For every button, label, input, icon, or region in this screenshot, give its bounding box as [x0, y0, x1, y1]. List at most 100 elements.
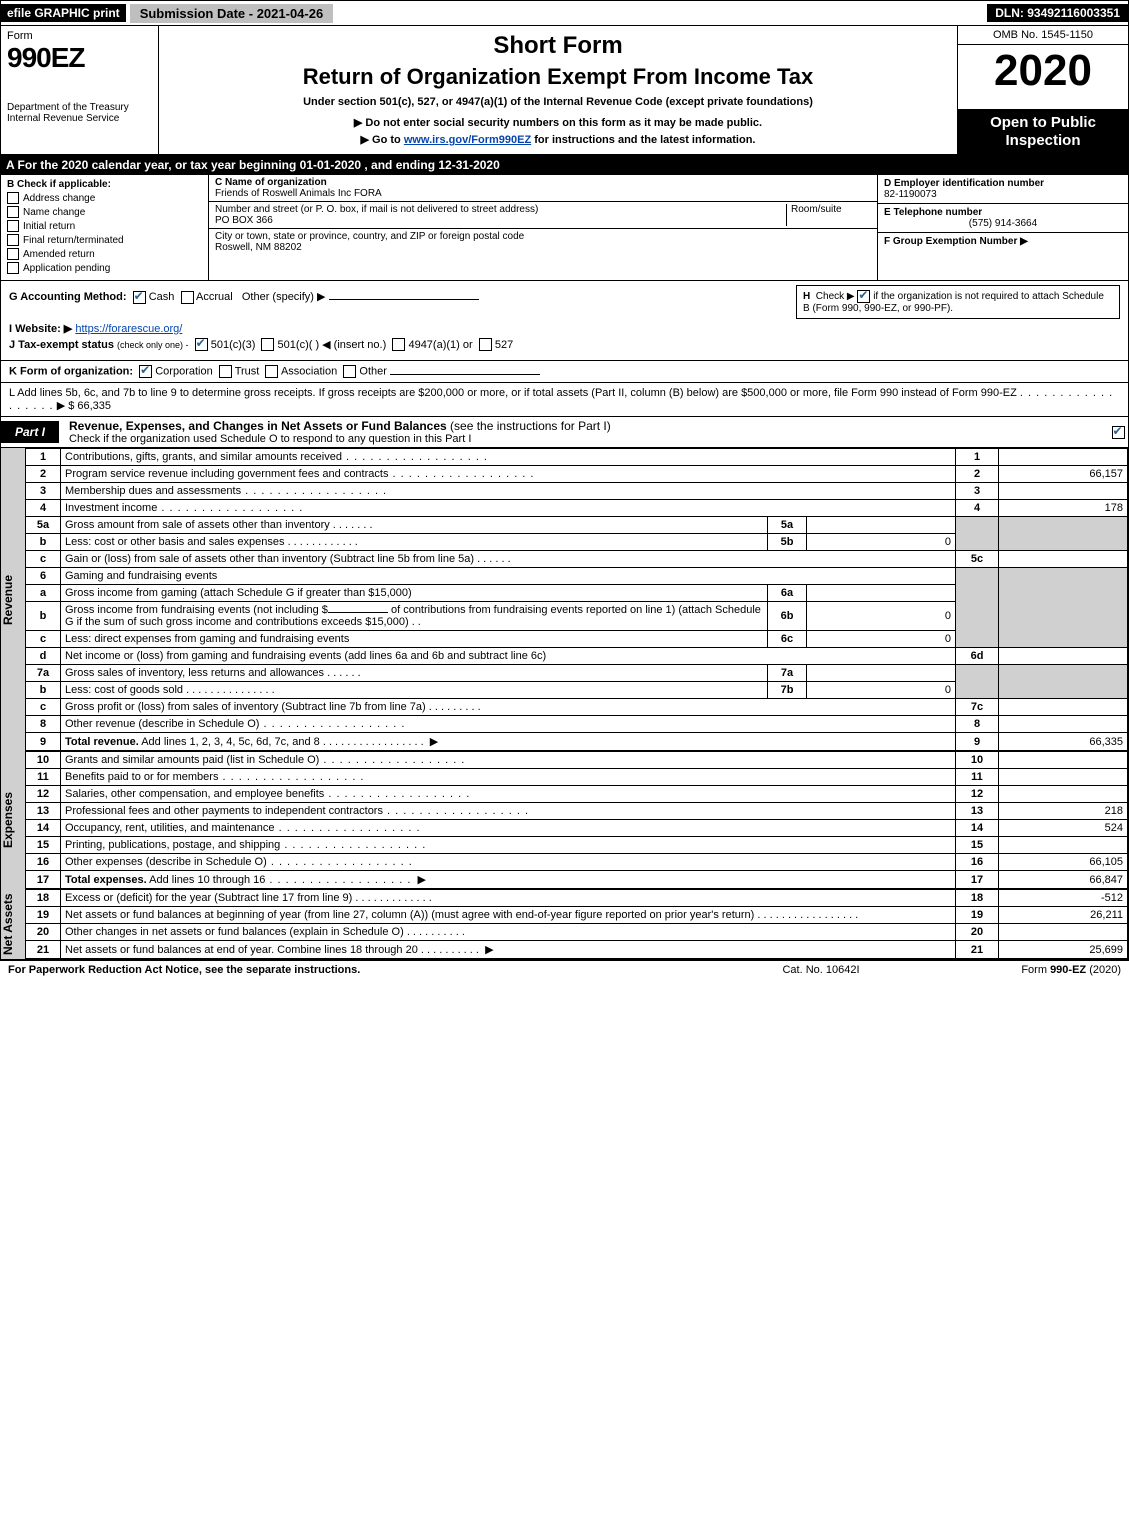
checkbox-application-pending[interactable] [7, 262, 19, 274]
revenue-section: Revenue 1 Contributions, gifts, grants, … [0, 448, 1129, 751]
r1-val [999, 449, 1128, 466]
k-assoc: Association [281, 366, 337, 378]
r5c-val [999, 551, 1128, 568]
r6c-inner: 6c [768, 631, 807, 648]
r6b-innerval: 0 [807, 602, 956, 631]
row-3: 3 Membership dues and assessments 3 [26, 483, 1128, 500]
r8-val [999, 716, 1128, 733]
r16-box: 16 [956, 854, 999, 871]
r4-val: 178 [999, 500, 1128, 517]
checkbox-final-return[interactable] [7, 234, 19, 246]
r18-num: 18 [26, 890, 61, 907]
page-footer: For Paperwork Reduction Act Notice, see … [0, 960, 1129, 979]
r13-num: 13 [26, 803, 61, 820]
r5c-desc: Gain or (loss) from sale of assets other… [65, 553, 474, 565]
entity-right: D Employer identification number 82-1190… [877, 175, 1128, 280]
row-4: 4 Investment income 4 178 [26, 500, 1128, 517]
k-other-checkbox[interactable] [343, 365, 356, 378]
r15-val [999, 837, 1128, 854]
row-9: 9 Total revenue. Add lines 1, 2, 3, 4, 5… [26, 733, 1128, 751]
r19-num: 19 [26, 907, 61, 924]
checkbox-name-change[interactable] [7, 206, 19, 218]
f-group-label: F Group Exemption Number ▶ [884, 236, 1122, 247]
r3-box: 3 [956, 483, 999, 500]
r13-desc: Professional fees and other payments to … [65, 805, 383, 817]
open-to-public: Open to Public Inspection [958, 110, 1128, 154]
irs-label: Internal Revenue Service [7, 113, 152, 124]
r5a-desc: Gross amount from sale of assets other t… [65, 519, 330, 531]
checkbox-initial-return[interactable] [7, 220, 19, 232]
k-assoc-checkbox[interactable] [265, 365, 278, 378]
h-checkbox[interactable] [857, 290, 870, 303]
r16-num: 16 [26, 854, 61, 871]
r14-val: 524 [999, 820, 1128, 837]
goto-link[interactable]: www.irs.gov/Form990EZ [404, 134, 531, 146]
l-text: L Add lines 5b, 6c, and 7b to line 9 to … [9, 387, 1017, 399]
checkbox-address-change[interactable] [7, 192, 19, 204]
d-ein-label: D Employer identification number [884, 178, 1122, 189]
r9-box: 9 [956, 733, 999, 751]
j-501c3: 501(c)(3) [211, 339, 256, 351]
phone-value: (575) 914-3664 [884, 218, 1122, 229]
r10-box: 10 [956, 752, 999, 769]
k-trust-checkbox[interactable] [219, 365, 232, 378]
row-7c: c Gross profit or (loss) from sales of i… [26, 699, 1128, 716]
row-16: 16 Other expenses (describe in Schedule … [26, 854, 1128, 871]
c-name-label: C Name of organization [215, 177, 871, 188]
r18-box: 18 [956, 890, 999, 907]
row-5a: 5a Gross amount from sale of assets othe… [26, 517, 1128, 534]
l-amount-label: ▶ $ [57, 400, 75, 412]
row-20: 20 Other changes in net assets or fund b… [26, 924, 1128, 941]
chk-pending: Application pending [23, 263, 110, 274]
r15-box: 15 [956, 837, 999, 854]
j-4947-checkbox[interactable] [392, 338, 405, 351]
row-11: 11 Benefits paid to or for members 11 [26, 769, 1128, 786]
r6b-desc1: Gross income from fundraising events (no… [65, 604, 328, 616]
r3-val [999, 483, 1128, 500]
r6c-innerval: 0 [807, 631, 956, 648]
h-check-box: H Check ▶ if the organization is not req… [796, 285, 1120, 319]
goto-pre: ▶ Go to [361, 134, 404, 146]
part1-check-text: Check if the organization used Schedule … [69, 433, 1108, 445]
r12-num: 12 [26, 786, 61, 803]
r20-box: 20 [956, 924, 999, 941]
website-link[interactable]: https://forarescue.org/ [75, 323, 182, 335]
r7b-num: b [26, 682, 61, 699]
part1-checkbox[interactable] [1112, 426, 1125, 439]
r7a-inner: 7a [768, 665, 807, 682]
r10-num: 10 [26, 752, 61, 769]
k-corp-checkbox[interactable] [139, 365, 152, 378]
g-accrual: Accrual [196, 291, 233, 303]
j-4947: 4947(a)(1) or [408, 339, 472, 351]
expenses-table: 10 Grants and similar amounts paid (list… [25, 751, 1128, 889]
row-12: 12 Salaries, other compensation, and emp… [26, 786, 1128, 803]
ghij-section: H Check ▶ if the organization is not req… [0, 281, 1129, 361]
submission-date: Submission Date - 2021-04-26 [130, 4, 334, 23]
j-501c3-checkbox[interactable] [195, 338, 208, 351]
r11-desc: Benefits paid to or for members [65, 771, 218, 783]
goto-post: for instructions and the latest informat… [531, 134, 755, 146]
row-8: 8 Other revenue (describe in Schedule O)… [26, 716, 1128, 733]
r2-box: 2 [956, 466, 999, 483]
r1-box: 1 [956, 449, 999, 466]
fr-bold: 990-EZ [1050, 964, 1086, 976]
j-501c-checkbox[interactable] [261, 338, 274, 351]
r12-val [999, 786, 1128, 803]
r20-num: 20 [26, 924, 61, 941]
footer-left: For Paperwork Reduction Act Notice, see … [8, 964, 721, 976]
row-7a: 7a Gross sales of inventory, less return… [26, 665, 1128, 682]
k-label: K Form of organization: [9, 366, 133, 378]
r21-desc: Net assets or fund balances at end of ye… [65, 944, 418, 956]
h-text1: Check ▶ [816, 291, 855, 302]
j-527-checkbox[interactable] [479, 338, 492, 351]
r8-desc: Other revenue (describe in Schedule O) [65, 718, 259, 730]
row-19: 19 Net assets or fund balances at beginn… [26, 907, 1128, 924]
r9-num: 9 [26, 733, 61, 751]
r19-box: 19 [956, 907, 999, 924]
g-cash-checkbox[interactable] [133, 291, 146, 304]
return-title: Return of Organization Exempt From Incom… [167, 64, 949, 90]
row-6: 6 Gaming and fundraising events [26, 568, 1128, 585]
g-accrual-checkbox[interactable] [181, 291, 194, 304]
checkbox-amended-return[interactable] [7, 248, 19, 260]
chk-initial: Initial return [23, 221, 75, 232]
